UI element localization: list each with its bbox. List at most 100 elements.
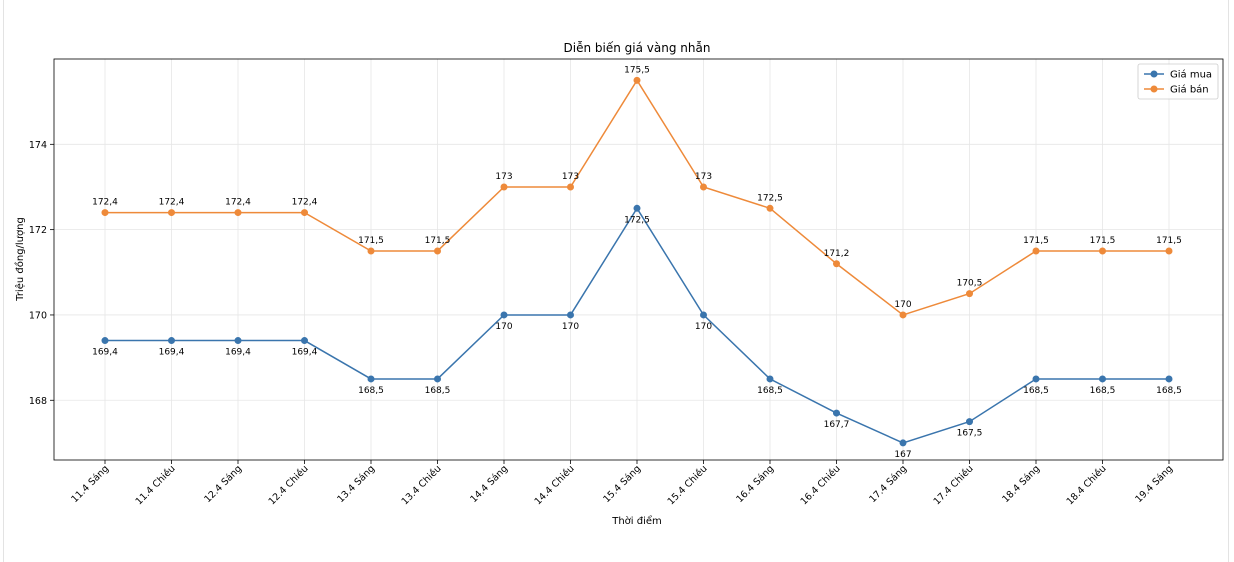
data-point — [899, 439, 907, 447]
data-label: 167,5 — [957, 429, 983, 439]
legend-label-2: Giá bán — [1170, 84, 1209, 96]
data-point — [168, 209, 175, 217]
series-layer — [101, 76, 1173, 447]
data-point — [766, 375, 774, 383]
data-label: 175,5 — [624, 65, 650, 75]
x-tick-label: 13.4 Chiều — [400, 463, 444, 507]
data-label: 172,4 — [92, 198, 118, 208]
y-tick-label: 172 — [29, 225, 47, 236]
data-label: 167 — [894, 450, 911, 460]
data-point — [434, 247, 441, 255]
data-label: 170 — [562, 322, 579, 332]
data-point — [367, 375, 375, 383]
data-label: 168,5 — [1023, 386, 1049, 396]
data-label: 172,5 — [624, 215, 650, 225]
x-tick-label: 15.4 Chiều — [666, 463, 710, 507]
data-point — [1099, 375, 1106, 383]
data-label: 169,4 — [159, 348, 185, 358]
data-labels: 169,4 169,4 169,4 169,4 168,5 168,5 170 170 172,… — [92, 65, 1182, 460]
data-label: 173 — [495, 172, 512, 182]
data-point — [567, 183, 574, 191]
data-label: 173 — [695, 172, 712, 182]
x-tick-label: 19.4 Sáng — [1133, 463, 1175, 505]
data-point — [101, 209, 109, 217]
data-label: 171,5 — [425, 236, 451, 246]
data-label: 171,5 — [1156, 236, 1182, 246]
data-label: 169,4 — [292, 348, 318, 358]
x-axis-label: Thời điểm — [611, 514, 662, 527]
data-point — [633, 76, 641, 84]
data-label: 168,5 — [425, 386, 451, 396]
data-point — [301, 337, 308, 345]
data-label: 172,4 — [292, 198, 318, 208]
data-point — [234, 337, 242, 345]
x-tick-label: 13.4 Sáng — [335, 463, 377, 505]
y-tick-label: 170 — [29, 310, 47, 321]
axes: 11.4 Sáng 11.4 Chiều 12.4 Sáng 12.4 Chiều 13… — [29, 58, 1224, 507]
data-label: 171,5 — [1023, 236, 1049, 246]
x-tick-label: 18.4 Chiều — [1065, 463, 1109, 507]
data-label: 170 — [695, 322, 712, 332]
data-point — [434, 375, 441, 383]
data-label: 170 — [495, 322, 512, 332]
data-point — [1165, 247, 1173, 255]
data-label: 172,5 — [757, 193, 783, 203]
data-point — [301, 209, 308, 217]
data-point — [700, 311, 707, 319]
x-tick-label: 12.4 Chiều — [267, 463, 311, 507]
data-label: 168,5 — [358, 386, 384, 396]
legend: Giá mua Giá bán — [1137, 63, 1219, 100]
legend-box — [1137, 63, 1219, 100]
data-label: 167,7 — [824, 420, 850, 430]
data-label: 170,5 — [957, 279, 983, 289]
y-axis-label: Triệu đồng/lượng — [14, 217, 26, 302]
grid-lines — [54, 59, 1223, 460]
data-label: 171,2 — [824, 249, 850, 259]
data-label: 168,5 — [1090, 386, 1116, 396]
x-tick-label: 11.4 Sáng — [69, 463, 111, 505]
x-tick-label: 15.4 Sáng — [601, 463, 643, 505]
x-tick-label: 11.4 Chiều — [134, 463, 178, 507]
data-point — [367, 247, 375, 255]
x-tick-label: 18.4 Sáng — [1000, 463, 1042, 505]
data-point — [966, 418, 973, 426]
data-label: 168,5 — [1156, 386, 1182, 396]
data-point — [500, 311, 508, 319]
data-label: 172,4 — [225, 198, 251, 208]
data-label: 169,4 — [225, 348, 251, 358]
data-point — [700, 183, 707, 191]
x-tick-label: 12.4 Sáng — [202, 463, 244, 505]
data-point — [966, 290, 973, 298]
data-point — [567, 311, 574, 319]
data-label: 170 — [894, 300, 911, 310]
data-point — [1099, 247, 1106, 255]
data-label: 169,4 — [92, 348, 118, 358]
data-point — [833, 409, 840, 417]
data-point — [899, 311, 907, 319]
plot-frame — [53, 58, 1224, 461]
legend-label-1: Giá mua — [1170, 69, 1212, 81]
x-tick-label: 17.4 Sáng — [867, 463, 909, 505]
figure-frame: Diễn biến giá vàng nhẫn Thời điểm Triệu … — [3, 0, 1229, 562]
legend-marker-1 — [1150, 70, 1158, 78]
line-chart: Diễn biến giá vàng nhẫn Thời điểm Triệu … — [14, 41, 1224, 527]
x-tick-label: 16.4 Sáng — [734, 463, 776, 505]
x-tick-label: 14.4 Chiều — [533, 463, 577, 507]
data-label: 171,5 — [1090, 236, 1116, 246]
x-tick-label: 14.4 Sáng — [468, 463, 510, 505]
data-point — [1032, 375, 1040, 383]
y-tick-label: 174 — [29, 140, 47, 151]
data-point — [1032, 247, 1040, 255]
data-point — [234, 209, 242, 217]
data-point — [500, 183, 508, 191]
data-point — [1165, 375, 1173, 383]
data-point — [766, 204, 774, 212]
x-tick-label: 16.4 Chiều — [799, 463, 843, 507]
y-tick-label: 168 — [29, 396, 47, 407]
legend-marker-2 — [1150, 85, 1158, 93]
data-label: 171,5 — [358, 236, 384, 246]
data-label: 168,5 — [757, 386, 783, 396]
data-label: 172,4 — [159, 198, 185, 208]
data-point — [168, 337, 175, 345]
data-point — [633, 204, 641, 212]
